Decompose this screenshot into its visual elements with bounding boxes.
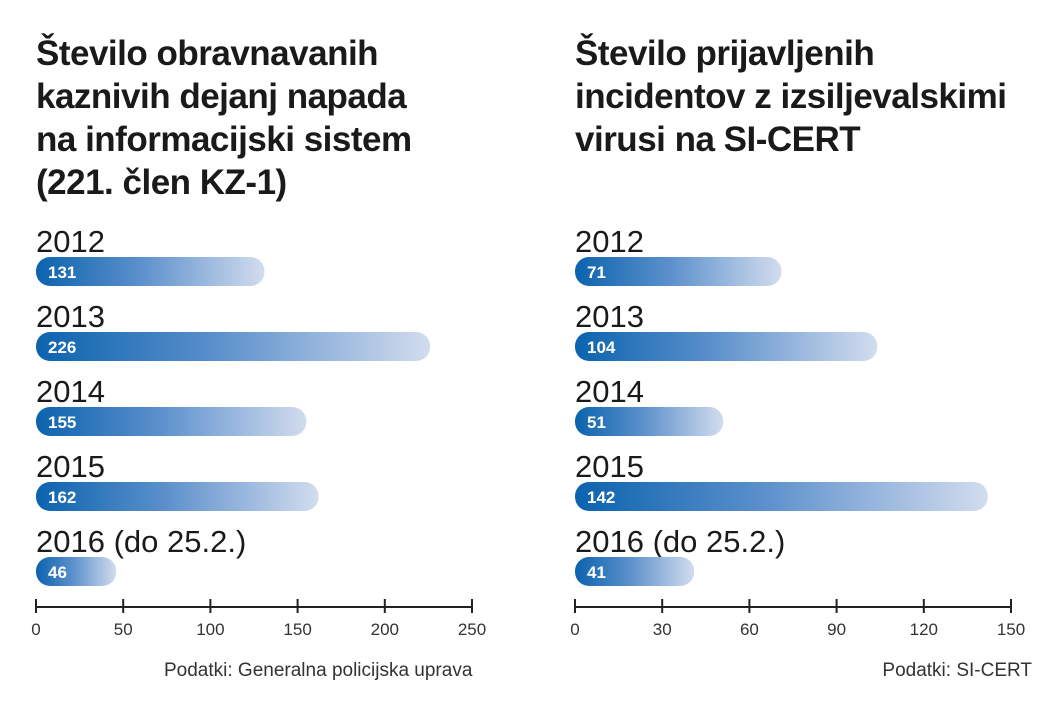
bar xyxy=(36,482,319,511)
category-label: 2014 xyxy=(575,374,644,409)
category-label: 2015 xyxy=(36,449,105,484)
category-label: 2012 xyxy=(36,224,105,259)
x-tick-label: 0 xyxy=(31,620,40,639)
x-tick-label: 250 xyxy=(458,620,486,639)
bar-value-label: 162 xyxy=(48,488,76,507)
data-source: Podatki: Generalna policijska uprava xyxy=(164,660,473,681)
x-tick-label: 200 xyxy=(371,620,399,639)
category-label: 2014 xyxy=(36,374,105,409)
category-label: 2013 xyxy=(575,299,644,334)
bar xyxy=(36,257,265,286)
chart-title: Število obravnavanih kaznivih dejanj nap… xyxy=(36,34,412,202)
category-label: 2016 (do 25.2.) xyxy=(36,524,246,559)
bar-value-label: 71 xyxy=(587,263,606,282)
left-chart-panel: Število obravnavanih kaznivih dejanj nap… xyxy=(31,0,486,711)
x-tick-label: 50 xyxy=(114,620,133,639)
x-tick-label: 150 xyxy=(283,620,311,639)
category-label: 2012 xyxy=(575,224,644,259)
bar-value-label: 46 xyxy=(48,563,67,582)
category-label: 2013 xyxy=(36,299,105,334)
bar xyxy=(575,332,878,361)
bar-value-label: 226 xyxy=(48,338,76,357)
category-label: 2015 xyxy=(575,449,644,484)
bar-value-label: 155 xyxy=(48,413,76,432)
x-tick-label: 100 xyxy=(196,620,224,639)
x-tick-label: 30 xyxy=(653,620,672,639)
chart-title: Število prijavljenih incidentov z izsilj… xyxy=(575,34,1007,159)
bar-value-label: 142 xyxy=(587,488,615,507)
bar xyxy=(36,557,117,586)
bar xyxy=(575,407,724,436)
data-source: Podatki: SI-CERT xyxy=(882,660,1032,681)
bar xyxy=(36,332,431,361)
bar xyxy=(575,557,695,586)
bar-value-label: 131 xyxy=(48,263,76,282)
bar xyxy=(575,482,988,511)
x-tick-label: 0 xyxy=(570,620,579,639)
bar-value-label: 41 xyxy=(587,563,606,582)
bar-value-label: 51 xyxy=(587,413,606,432)
right-chart-panel: Število prijavljenih incidentov z izsilj… xyxy=(570,0,1032,711)
bar-chart: 2012 131 2013 226 2014 155 2015 162 2016 (do 25.… xyxy=(31,224,486,639)
bar-chart: 2012 71 2013 104 2014 51 2015 142 2016 (do 25.2.… xyxy=(570,224,1025,639)
x-tick-label: 120 xyxy=(910,620,938,639)
x-tick-label: 150 xyxy=(997,620,1025,639)
bar xyxy=(575,257,782,286)
bar xyxy=(36,407,307,436)
bar-value-label: 104 xyxy=(587,338,616,357)
x-tick-label: 60 xyxy=(740,620,759,639)
x-tick-label: 90 xyxy=(827,620,846,639)
category-label: 2016 (do 25.2.) xyxy=(575,524,785,559)
